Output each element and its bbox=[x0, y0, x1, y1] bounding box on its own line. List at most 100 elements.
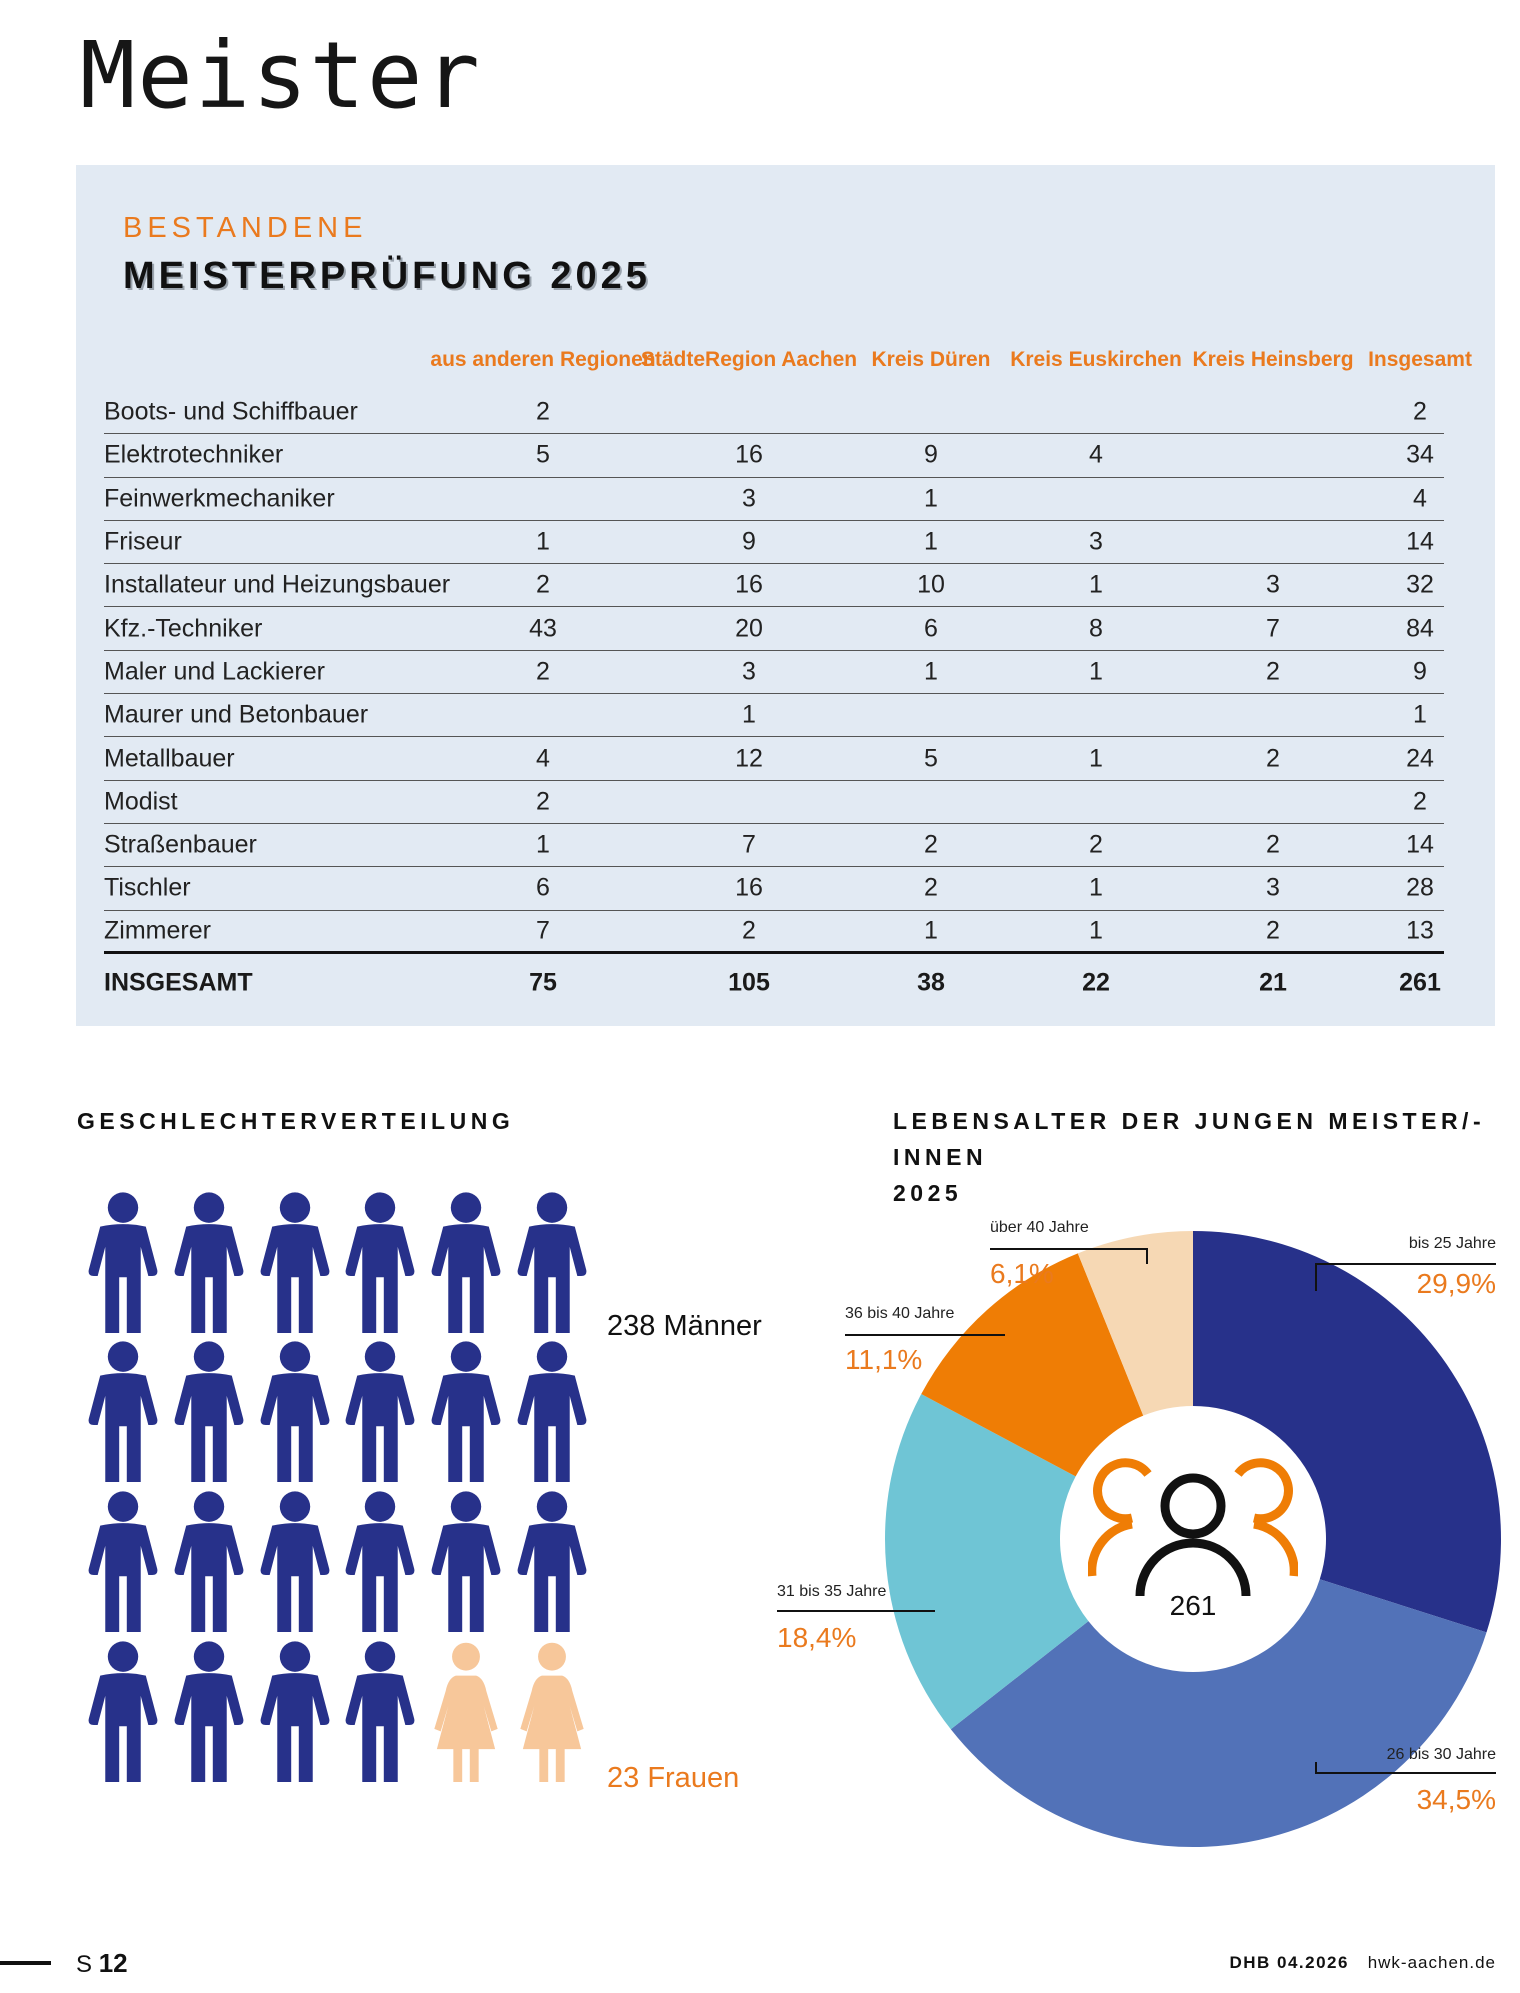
table-cell: 2 bbox=[742, 916, 756, 945]
footer-rule bbox=[0, 1961, 51, 1965]
column-header: Insgesamt bbox=[1368, 348, 1472, 371]
leader-ueber40 bbox=[990, 1248, 1148, 1264]
table-row: Kfz.-Techniker 43 20 6 8 7 84 bbox=[104, 608, 1444, 651]
table-cell: 1 bbox=[1413, 700, 1427, 729]
page-title: Meister bbox=[80, 22, 482, 129]
row-label: Tischler bbox=[104, 873, 191, 902]
table-row: Straßenbauer 1 7 2 2 2 14 bbox=[104, 824, 1444, 868]
people-group-icon bbox=[1088, 1458, 1298, 1597]
man-icon bbox=[517, 1192, 587, 1334]
footer-right: DHB 04.2026 hwk-aachen.de bbox=[1229, 1953, 1496, 1973]
table-cell: 3 bbox=[742, 657, 756, 686]
total-cell: 261 bbox=[1399, 968, 1441, 997]
table-cell: 14 bbox=[1406, 830, 1434, 859]
table-cell: 5 bbox=[924, 744, 938, 773]
gender-title: GESCHLECHTERVERTEILUNG bbox=[77, 1108, 515, 1134]
column-header: Kreis Düren bbox=[871, 348, 991, 371]
row-label: Maler und Lackierer bbox=[104, 657, 325, 686]
leader-31-35 bbox=[777, 1610, 935, 1612]
man-icon bbox=[260, 1641, 330, 1783]
table-cell: 1 bbox=[924, 657, 938, 686]
slice-value-31-35: 18,4% bbox=[777, 1622, 857, 1653]
table-cell: 2 bbox=[1266, 657, 1280, 686]
leader-bis25 bbox=[1315, 1263, 1496, 1291]
total-cell: 22 bbox=[1082, 968, 1110, 997]
table-row: Friseur 1 9 1 3 14 bbox=[104, 521, 1444, 565]
man-icon bbox=[345, 1192, 415, 1334]
table-cell: 34 bbox=[1406, 440, 1434, 469]
table-cell: 2 bbox=[924, 830, 938, 859]
table-cell: 28 bbox=[1406, 873, 1434, 902]
exam-table-panel bbox=[76, 165, 1495, 1026]
table-row: Boots- und Schiffbauer 2 2 bbox=[104, 391, 1444, 435]
column-header: Kreis Heinsberg bbox=[1192, 348, 1354, 371]
man-icon bbox=[174, 1491, 244, 1633]
table-cell: 8 bbox=[1089, 614, 1103, 643]
panel-kicker: BESTANDENE bbox=[123, 212, 368, 244]
slice-label-ueber40: über 40 Jahre bbox=[990, 1219, 1089, 1236]
slice-value-bis25: 29,9% bbox=[1416, 1268, 1496, 1299]
man-icon bbox=[431, 1192, 501, 1334]
slice-value-26-30: 34,5% bbox=[1416, 1784, 1496, 1815]
table-cell: 10 bbox=[917, 570, 945, 599]
women-label: 23 Frauen bbox=[607, 1762, 740, 1794]
table-cell: 1 bbox=[924, 916, 938, 945]
website-link[interactable]: hwk-aachen.de bbox=[1367, 1953, 1496, 1972]
table-cell: 4 bbox=[1413, 484, 1427, 513]
table-cell: 6 bbox=[924, 614, 938, 643]
issue-label: DHB 04.2026 bbox=[1229, 1953, 1349, 1972]
total-row: INSGESAMT 75 105 38 22 21 261 bbox=[104, 961, 1444, 1005]
table-cell: 1 bbox=[1089, 570, 1103, 599]
row-label: Feinwerkmechaniker bbox=[104, 484, 335, 513]
table-cell: 2 bbox=[1413, 787, 1427, 816]
age-chart-title: LEBENSALTER DER JUNGEN MEISTER/-INNEN 20… bbox=[893, 1103, 1520, 1211]
table-cell: 2 bbox=[536, 397, 550, 426]
table-row: Elektrotechniker 5 16 9 4 34 bbox=[104, 434, 1444, 478]
table-row: Maler und Lackierer 2 3 1 1 2 9 bbox=[104, 651, 1444, 695]
donut-slice-2 bbox=[950, 1579, 1487, 1847]
man-icon bbox=[88, 1491, 158, 1633]
total-label: INSGESAMT bbox=[104, 968, 253, 997]
table-cell: 2 bbox=[1089, 830, 1103, 859]
table-cell: 24 bbox=[1406, 744, 1434, 773]
table-cell: 7 bbox=[742, 830, 756, 859]
table-cell: 84 bbox=[1406, 614, 1434, 643]
column-header: Kreis Euskirchen bbox=[1010, 348, 1182, 371]
table-cell: 5 bbox=[536, 440, 550, 469]
table-cell: 2 bbox=[536, 787, 550, 816]
row-label: Modist bbox=[104, 787, 178, 816]
table-row: Tischler 6 16 2 1 3 28 bbox=[104, 867, 1444, 911]
man-icon bbox=[345, 1491, 415, 1633]
donut-center-total: 261 bbox=[1169, 1590, 1217, 1621]
table-cell: 9 bbox=[742, 527, 756, 556]
table-cell: 3 bbox=[1266, 570, 1280, 599]
slice-label-36-40: 36 bis 40 Jahre bbox=[845, 1305, 955, 1322]
man-icon bbox=[88, 1641, 158, 1783]
table-cell: 2 bbox=[536, 657, 550, 686]
table-row: Maurer und Betonbauer 1 1 bbox=[104, 694, 1444, 738]
age-chart-title-line1: LEBENSALTER DER JUNGEN MEISTER/-INNEN bbox=[893, 1108, 1486, 1170]
row-label: Maurer und Betonbauer bbox=[104, 700, 369, 729]
leader-36-40 bbox=[845, 1334, 1005, 1336]
table-cell: 1 bbox=[742, 700, 756, 729]
row-label: Zimmerer bbox=[104, 916, 211, 945]
man-icon bbox=[88, 1341, 158, 1483]
row-label: Friseur bbox=[104, 527, 182, 556]
woman-icon bbox=[434, 1642, 498, 1783]
man-icon bbox=[431, 1491, 501, 1633]
table-cell: 2 bbox=[1266, 916, 1280, 945]
age-chart-title-line2: 2025 bbox=[893, 1180, 963, 1206]
table-cell: 1 bbox=[1089, 873, 1103, 902]
man-icon bbox=[174, 1341, 244, 1483]
woman-icon bbox=[520, 1642, 584, 1783]
table-cell: 16 bbox=[735, 440, 763, 469]
table-cell: 3 bbox=[1089, 527, 1103, 556]
man-icon bbox=[174, 1641, 244, 1783]
slice-value-36-40: 11,1% bbox=[845, 1344, 923, 1375]
man-icon bbox=[517, 1341, 587, 1483]
slice-value-ueber40: 6,1% bbox=[990, 1258, 1054, 1289]
table-cell: 13 bbox=[1406, 916, 1434, 945]
table-cell: 20 bbox=[735, 614, 763, 643]
table-cell: 9 bbox=[924, 440, 938, 469]
table-cell: 1 bbox=[1089, 657, 1103, 686]
